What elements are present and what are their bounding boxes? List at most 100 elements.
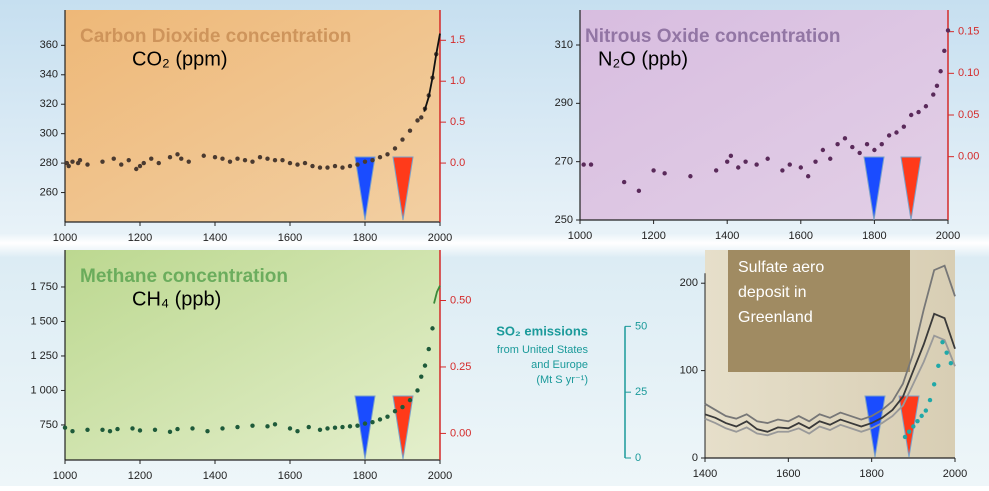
point	[743, 159, 748, 164]
point	[302, 160, 308, 166]
x-tick-label: 1400	[693, 468, 717, 480]
box-text: deposit in	[738, 284, 807, 301]
point	[842, 136, 848, 141]
panel-bg	[65, 10, 440, 222]
point	[250, 159, 255, 164]
point	[355, 423, 360, 428]
point	[377, 417, 383, 422]
point	[325, 426, 330, 431]
y-tick-label: 250	[555, 214, 573, 226]
point	[377, 155, 383, 160]
x-tick-label: 1600	[776, 468, 800, 480]
point	[370, 157, 375, 163]
point	[415, 118, 420, 123]
x-tick-label: 1000	[53, 232, 77, 244]
point	[754, 162, 759, 167]
x-tick-label: 1600	[789, 230, 813, 242]
point	[942, 48, 947, 54]
y2-tick-label: 0.00	[450, 427, 471, 439]
point	[287, 160, 293, 166]
point	[916, 109, 921, 115]
red-marker	[392, 156, 414, 221]
point	[100, 159, 105, 164]
point	[879, 141, 884, 147]
y2-axis-label: from United States	[497, 344, 589, 356]
point	[347, 163, 353, 169]
point	[923, 408, 929, 413]
y2-tick-label: 1.5	[450, 34, 465, 46]
point	[347, 424, 353, 429]
point	[272, 422, 278, 427]
y2-tick-label: 1.0	[450, 75, 465, 87]
point	[362, 159, 368, 164]
point	[621, 179, 627, 185]
point	[85, 427, 90, 432]
point	[940, 339, 945, 345]
point	[306, 424, 311, 430]
point	[828, 156, 833, 161]
x-tick-label: 1400	[203, 232, 227, 244]
point	[430, 326, 435, 331]
panel-label: CH₄ (ppb)	[132, 288, 221, 310]
point	[295, 162, 300, 167]
x-tick-label: 1400	[715, 230, 739, 242]
point	[235, 424, 240, 430]
x-tick-label: 2000	[428, 232, 452, 244]
point	[70, 428, 75, 434]
point	[906, 429, 912, 434]
x-tick-label: 1000	[568, 230, 592, 242]
point	[362, 421, 368, 426]
y2-tick-label: 50	[635, 320, 647, 332]
point	[934, 83, 940, 89]
point	[392, 408, 398, 414]
point	[287, 426, 293, 431]
panel-label: CO₂ (ppm)	[132, 48, 228, 70]
y-tick-label: 320	[40, 98, 58, 110]
point	[736, 165, 741, 170]
panel-title: Nitrous Oxide concentration	[585, 26, 840, 47]
point	[419, 374, 424, 379]
point	[713, 168, 719, 173]
point	[317, 427, 323, 432]
point	[332, 163, 338, 169]
point	[588, 162, 594, 167]
point	[636, 188, 642, 194]
point	[931, 92, 936, 97]
point	[936, 363, 941, 369]
point	[167, 155, 173, 160]
point	[100, 427, 105, 432]
point	[901, 124, 907, 129]
point	[119, 162, 124, 167]
line	[423, 33, 441, 112]
point	[400, 137, 405, 142]
point	[948, 361, 954, 366]
point	[340, 165, 345, 170]
point	[662, 171, 667, 176]
point	[175, 152, 180, 157]
point	[70, 159, 75, 164]
point	[798, 165, 803, 170]
point	[85, 162, 90, 167]
y-tick-label: 1 500	[30, 315, 58, 327]
line	[704, 312, 956, 433]
panel-label: N₂O (ppb)	[598, 48, 688, 70]
point	[886, 133, 892, 138]
point	[190, 426, 195, 431]
point	[265, 156, 270, 161]
point	[242, 157, 248, 163]
point	[581, 162, 586, 167]
x-tick-label: 1800	[859, 468, 883, 480]
point	[175, 426, 180, 432]
x-tick-label: 2000	[943, 468, 967, 480]
point	[66, 163, 71, 169]
point	[115, 426, 120, 432]
x-tick-label: 1200	[641, 230, 665, 242]
point	[422, 363, 428, 368]
y-tick-label: 260	[40, 186, 58, 198]
line	[704, 264, 956, 424]
point	[426, 346, 431, 352]
point	[257, 155, 263, 160]
point	[77, 157, 83, 163]
line	[704, 334, 956, 437]
point	[787, 162, 792, 167]
